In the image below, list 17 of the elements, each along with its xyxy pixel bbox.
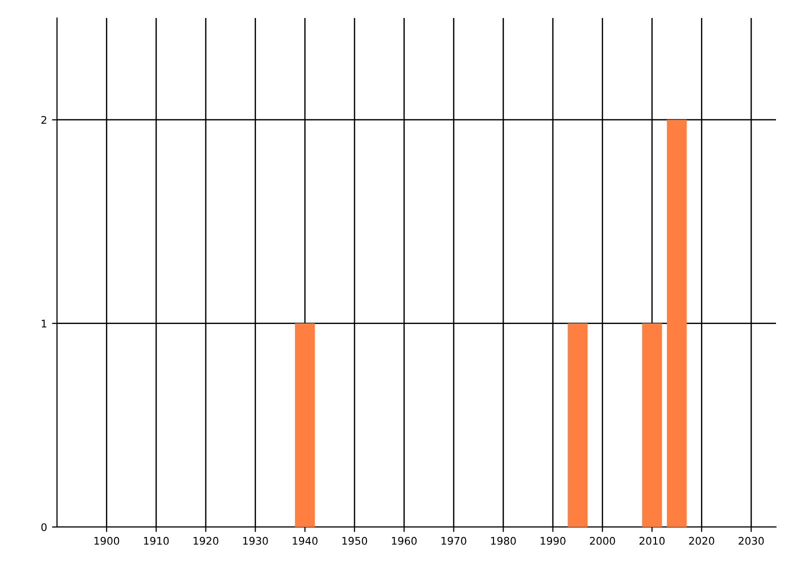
y-tick-label: 2 [41, 116, 46, 124]
x-tick-label: 1910 [144, 536, 169, 545]
y-tick-label: 1 [42, 320, 46, 328]
y-tick-label: 0 [41, 523, 47, 532]
x-tick-label: 1990 [540, 536, 566, 545]
x-tick-label: 1960 [392, 536, 417, 545]
x-tick-label: 1930 [243, 536, 268, 545]
x-tick-label: 1980 [491, 536, 516, 545]
x-tick-label: 1940 [292, 536, 318, 545]
x-tick-label: 2020 [689, 536, 714, 545]
x-tick-label: 2010 [640, 536, 665, 545]
x-tick-label: 1970 [442, 536, 466, 545]
x-tick-label: 1900 [94, 536, 120, 545]
x-tick-label: 1950 [342, 536, 368, 545]
x-tick-label: 2000 [590, 536, 616, 545]
x-tick-label: 1920 [194, 536, 218, 545]
x-tick-label: 2030 [738, 536, 764, 545]
